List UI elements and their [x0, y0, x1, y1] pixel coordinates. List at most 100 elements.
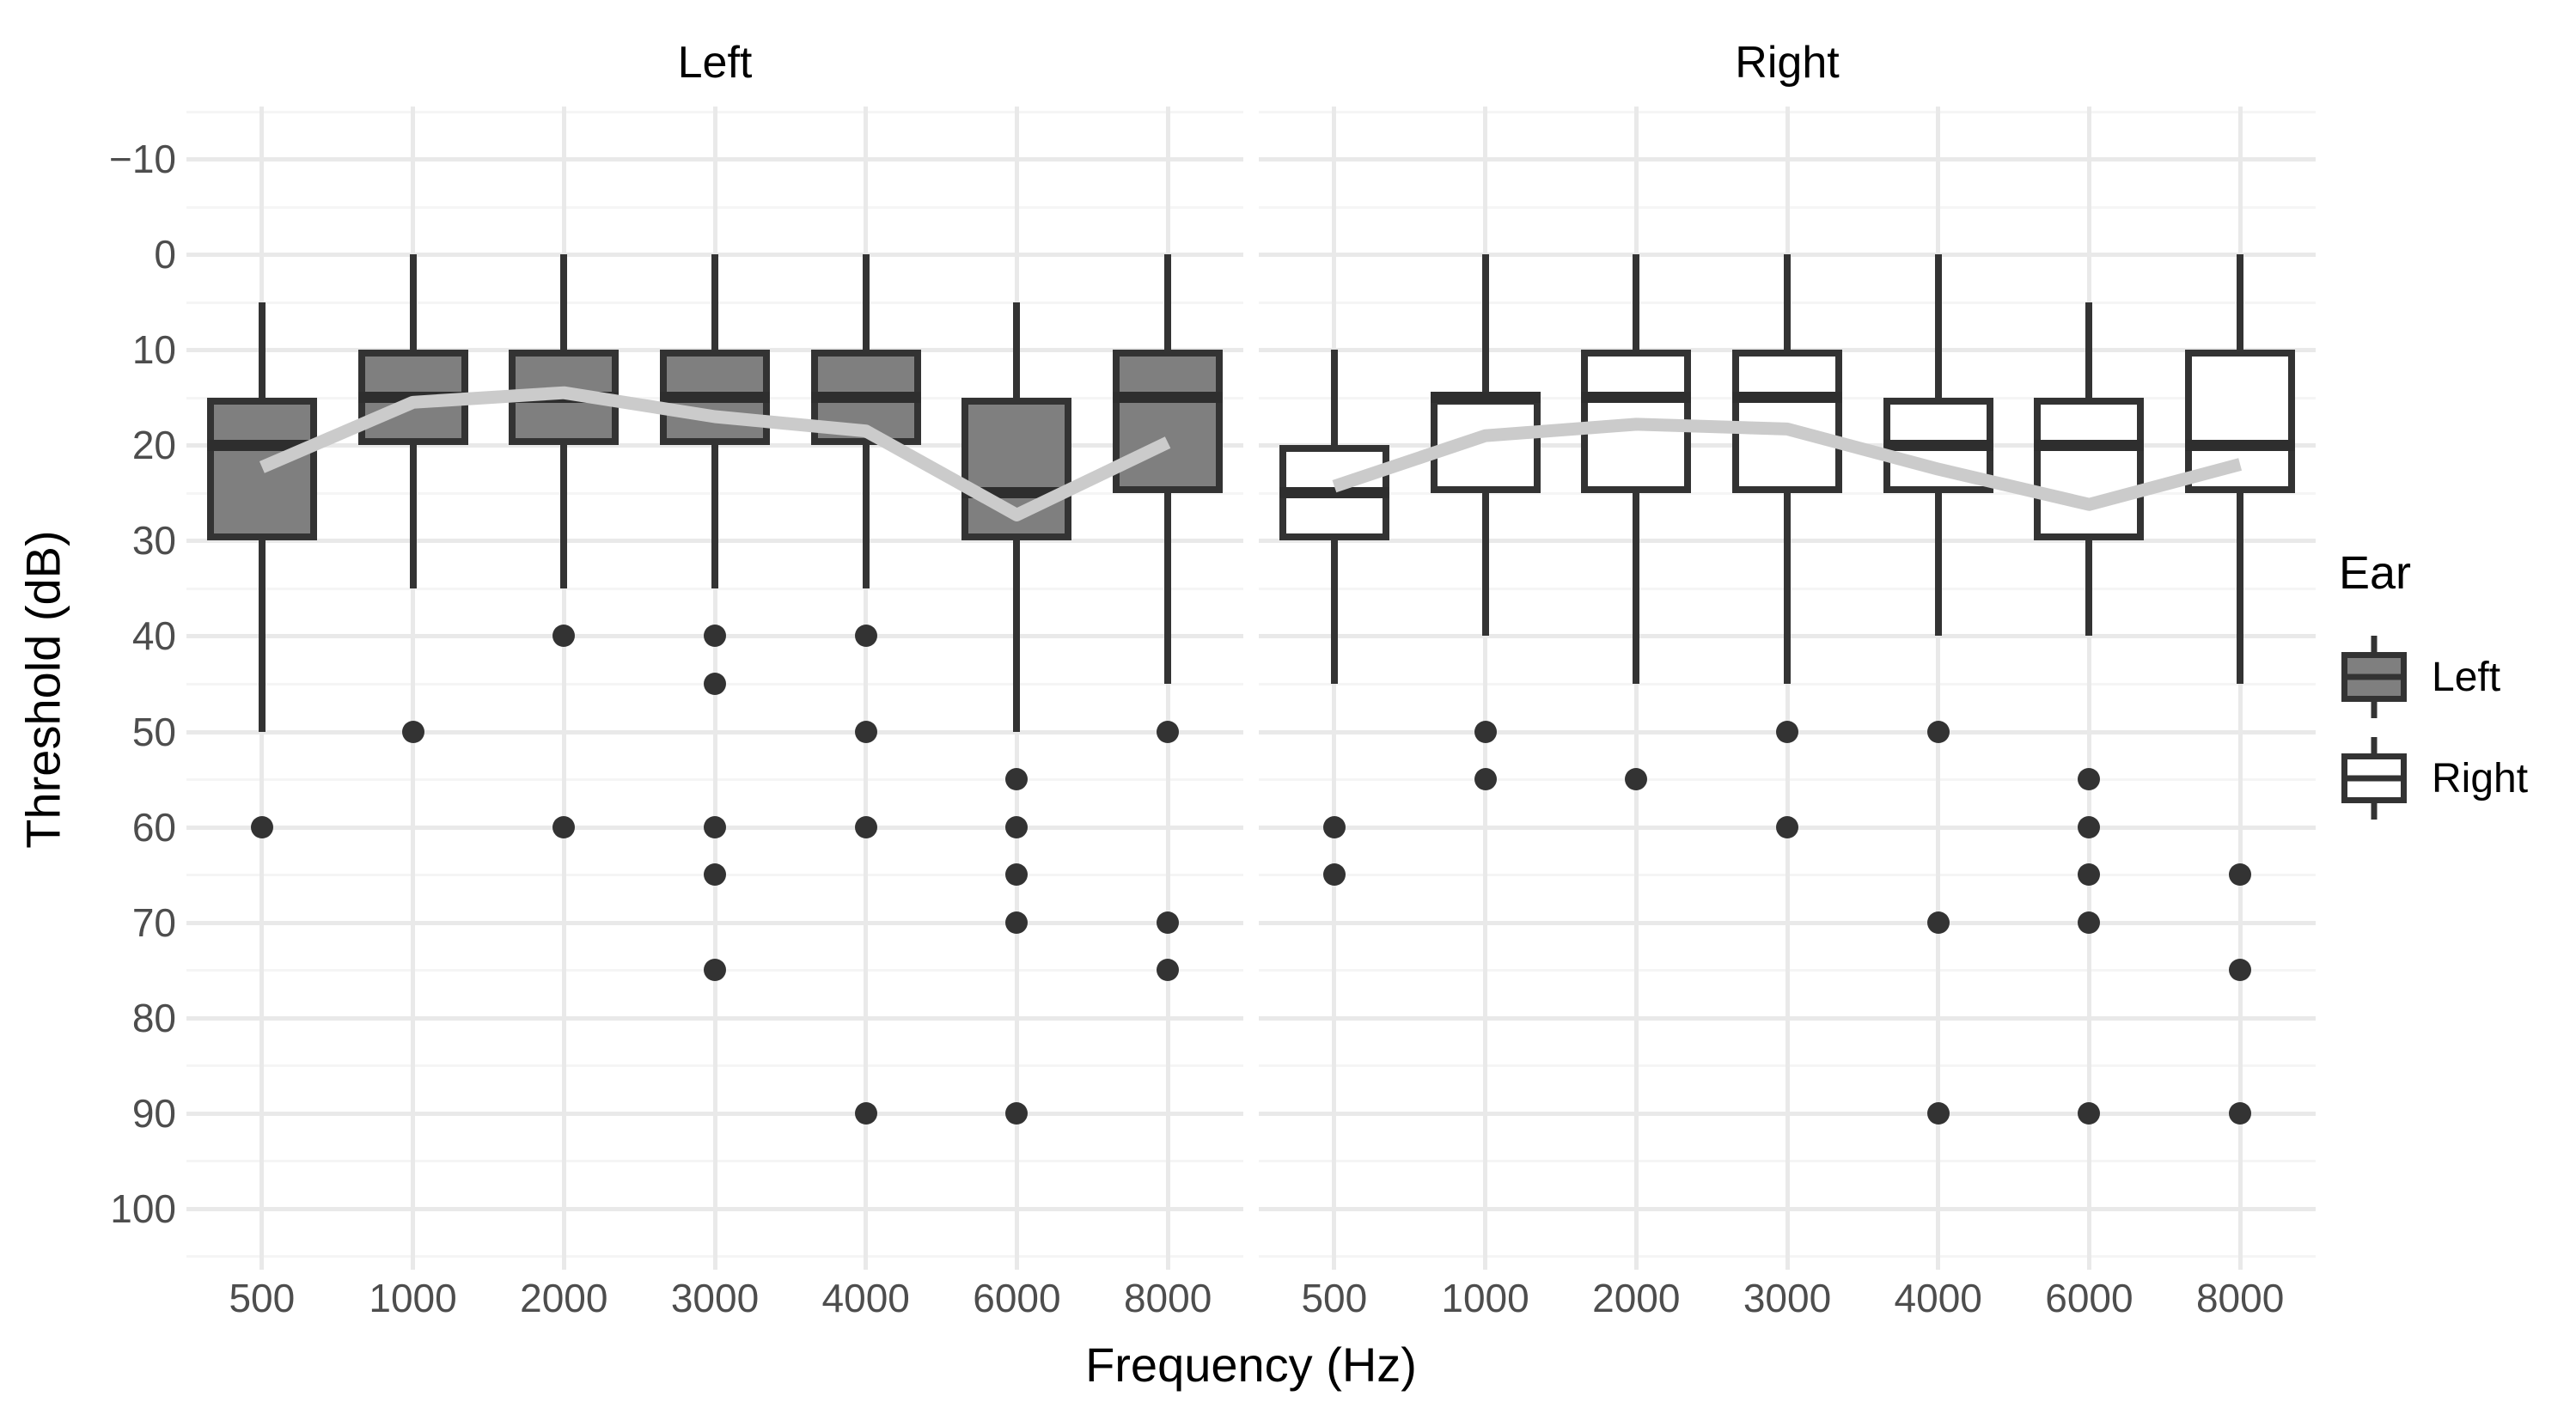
x-tick-label: 3000: [1743, 1276, 1832, 1320]
outlier-dot: [1474, 720, 1497, 743]
facet-title-left: Left: [677, 38, 753, 88]
x-tick-label: 1000: [1441, 1276, 1529, 1320]
boxplot-key-left-icon: [2339, 636, 2409, 718]
y-tick-label: 20: [131, 423, 176, 468]
outlier-dot: [1005, 1101, 1029, 1125]
median-line: [2185, 439, 2296, 451]
gridline-v: [1633, 107, 1639, 1270]
outlier-dot: [1625, 768, 1648, 791]
outlier-dot: [552, 625, 576, 648]
outlier-dot: [704, 673, 726, 695]
outlier-dot: [1005, 863, 1029, 887]
median-line: [2034, 439, 2145, 451]
box: [2185, 350, 2296, 493]
gridline-v: [1332, 107, 1337, 1270]
outlier-dot: [2078, 815, 2101, 838]
median-line: [1732, 392, 1842, 404]
box: [1113, 350, 1224, 493]
x-tick-label: 6000: [2045, 1276, 2133, 1320]
outlier-dot: [854, 815, 877, 838]
median-line: [810, 392, 921, 404]
legend-label-left: Left: [2432, 654, 2501, 700]
legend-label-right: Right: [2432, 755, 2529, 802]
outlier-dot: [704, 863, 726, 887]
median-line: [961, 487, 1072, 499]
outlier-dot: [854, 625, 877, 648]
x-tick-label: 8000: [2195, 1276, 2285, 1320]
median-line: [1581, 392, 1692, 404]
outlier-dot: [2078, 1101, 2101, 1125]
outlier-dot: [2229, 863, 2252, 887]
x-tick-label: 4000: [821, 1276, 910, 1320]
y-tick-label: 90: [131, 1090, 176, 1136]
outlier-dot: [1005, 815, 1029, 838]
gridline-v: [864, 107, 869, 1270]
outlier-dot: [2229, 959, 2252, 982]
median-line: [1113, 392, 1224, 404]
outlier-dot: [1926, 911, 1950, 934]
x-tick-label: 6000: [973, 1276, 1061, 1320]
outlier-dot: [1474, 768, 1497, 791]
y-tick-label: 0: [154, 232, 176, 277]
legend-key-median: [2341, 775, 2407, 782]
median-line: [206, 439, 317, 451]
outlier-dot: [2078, 911, 2101, 934]
legend-key-median: [2341, 674, 2407, 680]
median-line: [357, 392, 468, 404]
outlier-dot: [854, 1101, 877, 1125]
box: [961, 397, 1072, 541]
box: [1732, 350, 1842, 493]
outlier-dot: [1005, 911, 1029, 934]
x-tick-label: 500: [229, 1276, 296, 1320]
y-tick-label: −10: [108, 137, 176, 182]
x-tick-label: 4000: [1894, 1276, 1982, 1320]
x-tick-label: 3000: [670, 1276, 760, 1320]
gridline-v: [2237, 107, 2243, 1270]
gridline-v: [1483, 107, 1488, 1270]
panel-left: [186, 107, 1243, 1270]
gridline-v: [2086, 107, 2091, 1270]
outlier-dot: [1926, 720, 1950, 743]
facet-title-right: Right: [1735, 38, 1840, 88]
outlier-dot: [1776, 720, 1798, 743]
legend-ear: Ear Left Right: [2339, 546, 2571, 838]
outlier-dot: [2078, 863, 2101, 887]
legend-title: Ear: [2339, 547, 2412, 599]
box: [1581, 350, 1692, 493]
x-tick-label: 8000: [1123, 1276, 1212, 1320]
y-tick-label: 30: [131, 518, 176, 564]
outlier-dot: [250, 815, 273, 838]
y-tick-label: 70: [131, 899, 176, 945]
x-tick-label: 2000: [1592, 1276, 1681, 1320]
median-line: [1430, 392, 1541, 404]
x-tick-label: 2000: [520, 1276, 608, 1320]
y-tick-label: 80: [131, 995, 176, 1040]
median-line: [509, 392, 620, 404]
median-line: [1883, 439, 1993, 451]
y-tick-label: 60: [131, 804, 176, 850]
box: [206, 397, 317, 541]
box: [1430, 397, 1541, 493]
y-axis-title: Threshold (dB): [15, 530, 70, 849]
outlier-dot: [1157, 959, 1180, 982]
outlier-dot: [704, 625, 726, 648]
outlier-dot: [2229, 1101, 2252, 1125]
panel-right: [1259, 107, 2316, 1270]
outlier-dot: [704, 959, 726, 982]
outlier-dot: [854, 720, 877, 743]
median-line: [1279, 487, 1389, 499]
outlier-dot: [552, 815, 576, 838]
outlier-dot: [704, 815, 726, 838]
outlier-dot: [1322, 863, 1346, 887]
gridline-v: [1165, 107, 1170, 1270]
y-tick-label: 50: [131, 709, 176, 754]
outlier-dot: [1005, 768, 1029, 791]
outlier-dot: [1926, 1101, 1950, 1125]
gridline-v: [1936, 107, 1941, 1270]
outlier-dot: [2078, 768, 2101, 791]
gridline-v: [561, 107, 566, 1270]
median-line: [660, 392, 770, 404]
boxplot-key-right-icon: [2339, 737, 2409, 820]
outlier-dot: [1322, 815, 1346, 838]
